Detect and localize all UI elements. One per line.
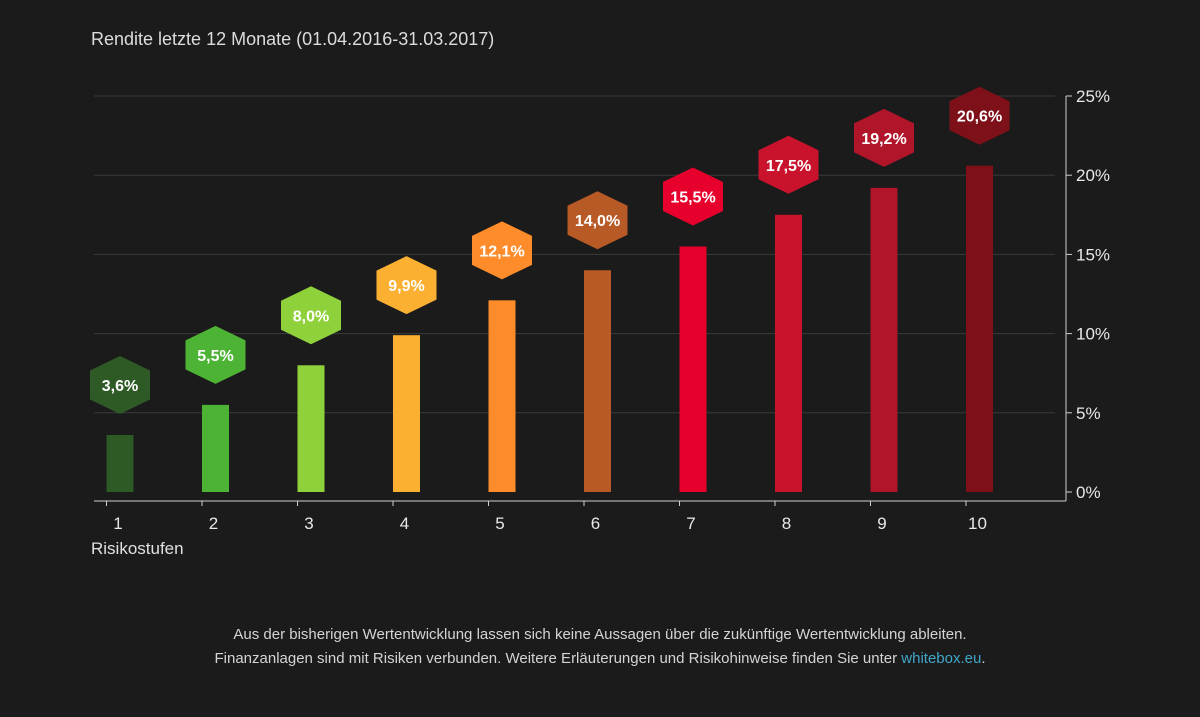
bar bbox=[488, 300, 516, 492]
bar bbox=[202, 404, 229, 492]
value-label: 9,9% bbox=[388, 278, 424, 295]
bar bbox=[966, 165, 993, 493]
bar bbox=[584, 270, 611, 492]
x-tick-label: 6 bbox=[591, 514, 600, 533]
value-badge bbox=[376, 256, 437, 315]
x-tick-label: 4 bbox=[400, 514, 409, 533]
x-axis-label: Risikostufen bbox=[91, 539, 184, 558]
bar bbox=[775, 214, 802, 493]
value-badge bbox=[567, 191, 628, 250]
bar bbox=[870, 187, 898, 492]
value-label: 14,0% bbox=[575, 213, 620, 230]
whitebox-link[interactable]: whitebox.eu bbox=[901, 650, 982, 667]
bar-chart: 0%5%10%15%20%25% 3,6%5,5%8,0%9,9%12,1%14… bbox=[90, 86, 1110, 558]
bar bbox=[393, 335, 420, 492]
value-badge bbox=[185, 325, 246, 384]
y-tick-label: 10% bbox=[1076, 325, 1110, 344]
value-labels: 3,6% 5,5% 8,0% 9,9% 12,1% 14,0% 15,5% 17,5% 19,2… bbox=[90, 86, 1010, 414]
bars bbox=[106, 165, 993, 493]
value-label: 8,0% bbox=[293, 308, 329, 325]
x-tick-label: 7 bbox=[686, 514, 695, 533]
x-tick-labels: 1 2 3 4 5 6 7 8 9 10 bbox=[106, 501, 987, 533]
bar bbox=[297, 365, 325, 492]
x-tick-label: 3 bbox=[304, 514, 313, 533]
value-label: 5,5% bbox=[197, 348, 233, 365]
bar bbox=[106, 434, 134, 492]
bar bbox=[679, 246, 707, 492]
value-label: 15,5% bbox=[670, 189, 715, 206]
disclaimer: Aus der bisherigen Wertentwicklung lasse… bbox=[0, 623, 1200, 671]
x-tick-label: 2 bbox=[209, 514, 218, 533]
y-tick-labels: 0% 5% 10% 15% 20% 25% bbox=[1066, 87, 1110, 502]
y-tick-label: 25% bbox=[1076, 87, 1110, 106]
disclaimer-line-1: Aus der bisherigen Wertentwicklung lasse… bbox=[233, 626, 967, 643]
disclaimer-line-2-text: Finanzanlagen sind mit Risiken verbunden… bbox=[214, 650, 902, 667]
value-badge bbox=[663, 167, 723, 226]
value-label: 20,6% bbox=[957, 109, 1002, 126]
value-label: 12,1% bbox=[479, 243, 524, 260]
disclaimer-line-2: Finanzanlagen sind mit Risiken verbunden… bbox=[0, 647, 1200, 671]
y-tick-label: 20% bbox=[1076, 166, 1110, 185]
chart-title: Rendite letzte 12 Monate (01.04.2016-31.… bbox=[91, 29, 495, 49]
value-label: 17,5% bbox=[766, 158, 811, 175]
value-badge bbox=[854, 108, 914, 167]
value-badge bbox=[949, 86, 1010, 145]
value-badge bbox=[758, 135, 819, 194]
x-tick-label: 5 bbox=[495, 514, 504, 533]
value-badge bbox=[281, 286, 341, 345]
y-tick-label: 0% bbox=[1076, 483, 1101, 502]
value-badge bbox=[472, 221, 532, 280]
x-tick-label: 8 bbox=[782, 514, 791, 533]
x-tick-label: 9 bbox=[877, 514, 886, 533]
axes bbox=[94, 96, 1067, 502]
disclaimer-line-2-end: . bbox=[981, 650, 986, 667]
x-tick-label: 1 bbox=[113, 514, 122, 533]
y-tick-label: 5% bbox=[1076, 404, 1101, 423]
value-label: 19,2% bbox=[861, 131, 906, 148]
value-badge bbox=[90, 355, 150, 414]
value-label: 3,6% bbox=[102, 378, 138, 395]
y-tick-label: 15% bbox=[1076, 245, 1110, 264]
x-tick-label: 10 bbox=[968, 514, 987, 533]
